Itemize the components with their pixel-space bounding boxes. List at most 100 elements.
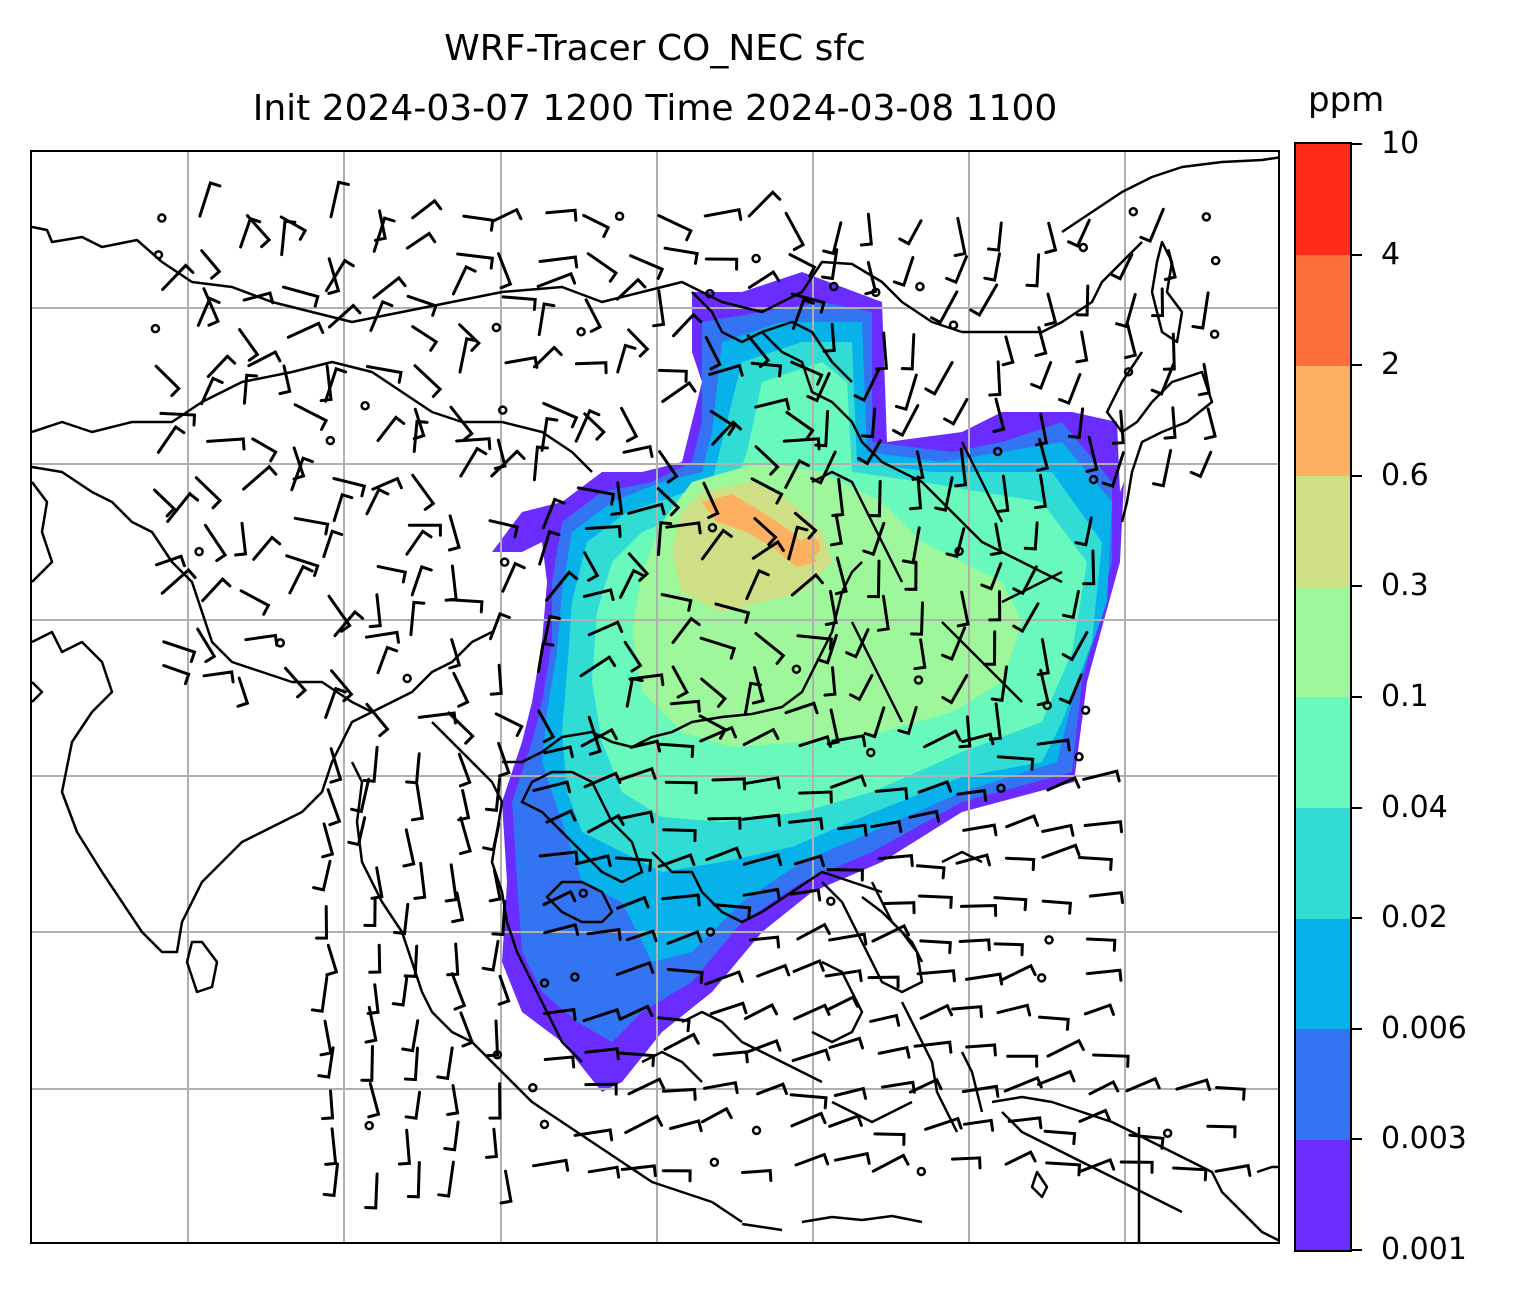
wind-barb [436, 1046, 454, 1081]
wind-barb [616, 895, 650, 910]
wind-barb [162, 664, 191, 686]
wind-barb [661, 380, 697, 403]
wind-barb [451, 264, 477, 296]
wind-barb [750, 361, 783, 378]
wind-barb [196, 296, 221, 327]
wind-barb [625, 929, 658, 943]
wind-barb [962, 1118, 995, 1132]
calm-marker [194, 546, 204, 557]
wind-barb [873, 1132, 906, 1146]
wind-barb [993, 942, 1024, 957]
wind-barb [919, 939, 952, 955]
wind-barb [987, 221, 1003, 252]
wind-barb [794, 1152, 830, 1167]
wind-barb [657, 521, 673, 557]
wind-barb [623, 640, 643, 673]
wind-barb [627, 1077, 666, 1096]
calm-marker [1201, 212, 1212, 222]
colorbar-tick [1352, 696, 1362, 698]
wind-barb [587, 1165, 621, 1179]
wind-barb [1119, 1160, 1154, 1174]
wind-barb [923, 729, 962, 749]
colorbar-segment [1296, 918, 1350, 1030]
wind-barb [162, 640, 197, 664]
colorbar-tick [1352, 1027, 1362, 1030]
wind-barb [664, 780, 698, 795]
colorbar-tick [1352, 1138, 1362, 1141]
wind-barb [540, 416, 559, 452]
wind-barb [867, 975, 900, 989]
wind-barb [1004, 856, 1036, 871]
wind-barb [748, 935, 781, 949]
wind-barb [962, 823, 998, 837]
wind-barb [494, 712, 524, 737]
wind-barb [742, 776, 781, 790]
wind-barb [251, 437, 278, 463]
wind-barb [711, 420, 742, 446]
wind-barb [161, 263, 195, 291]
wind-barb [1085, 937, 1117, 952]
wind-barb [870, 819, 903, 833]
wind-barb [156, 424, 186, 454]
wind-barb [941, 626, 967, 661]
colorbar-tick [1352, 585, 1362, 588]
wind-barb [754, 397, 791, 411]
wind-barb [796, 634, 833, 651]
wind-barb [1041, 823, 1075, 837]
calm-marker [709, 1157, 720, 1167]
wind-barb [627, 502, 666, 516]
wind-barb [1037, 1069, 1076, 1086]
wind-barb [206, 354, 237, 378]
wind-barb [368, 943, 382, 974]
wind-barb [582, 588, 615, 601]
wind-barb [660, 593, 693, 612]
wind-barb [754, 632, 786, 665]
wind-barb [917, 894, 953, 909]
wind-barb [951, 1005, 983, 1019]
wind-barb [615, 960, 655, 976]
colorbar-tick [1352, 806, 1362, 809]
wind-barb [397, 1128, 412, 1166]
wind-barb [845, 628, 870, 659]
wind-barb [1075, 284, 1090, 317]
wind-barb [372, 216, 396, 253]
calm-marker [325, 435, 336, 446]
wind-barb [753, 517, 778, 547]
wind-barb [988, 702, 1002, 741]
wind-barb [661, 1087, 697, 1101]
wind-barb [482, 822, 501, 852]
calm-marker [705, 288, 715, 299]
wind-barb [617, 766, 657, 782]
wind-barb [672, 312, 703, 338]
calm-marker [707, 522, 718, 533]
wind-barb [1078, 1108, 1111, 1123]
colorbar-tick [1352, 253, 1362, 256]
colorbar [1294, 142, 1352, 1252]
wind-barb [747, 190, 782, 218]
wind-barb [964, 972, 1004, 986]
wind-barb [860, 407, 877, 439]
wind-barb [290, 456, 314, 492]
wind-barb [901, 526, 921, 565]
wind-barb [413, 364, 443, 398]
wind-barb [459, 446, 488, 478]
wind-barb [542, 889, 577, 907]
wind-barb [402, 828, 416, 868]
wind-barb [413, 861, 427, 900]
wind-barb [1215, 1086, 1246, 1101]
wind-barb [828, 932, 868, 946]
wind-barb [826, 995, 859, 1011]
wind-barb [1067, 407, 1085, 440]
wind-barb [894, 373, 918, 412]
calm-marker [1036, 973, 1047, 983]
calm-marker [915, 281, 925, 292]
wind-barb [953, 216, 967, 257]
wind-barb [166, 491, 200, 523]
wind-barb [501, 295, 537, 311]
wind-barb [1012, 565, 1038, 596]
colorbar-segment [1296, 1139, 1350, 1251]
wind-barb [367, 1082, 381, 1119]
wind-barb [788, 817, 824, 831]
map-panel[interactable] [30, 150, 1280, 1244]
wind-barb [876, 594, 890, 632]
